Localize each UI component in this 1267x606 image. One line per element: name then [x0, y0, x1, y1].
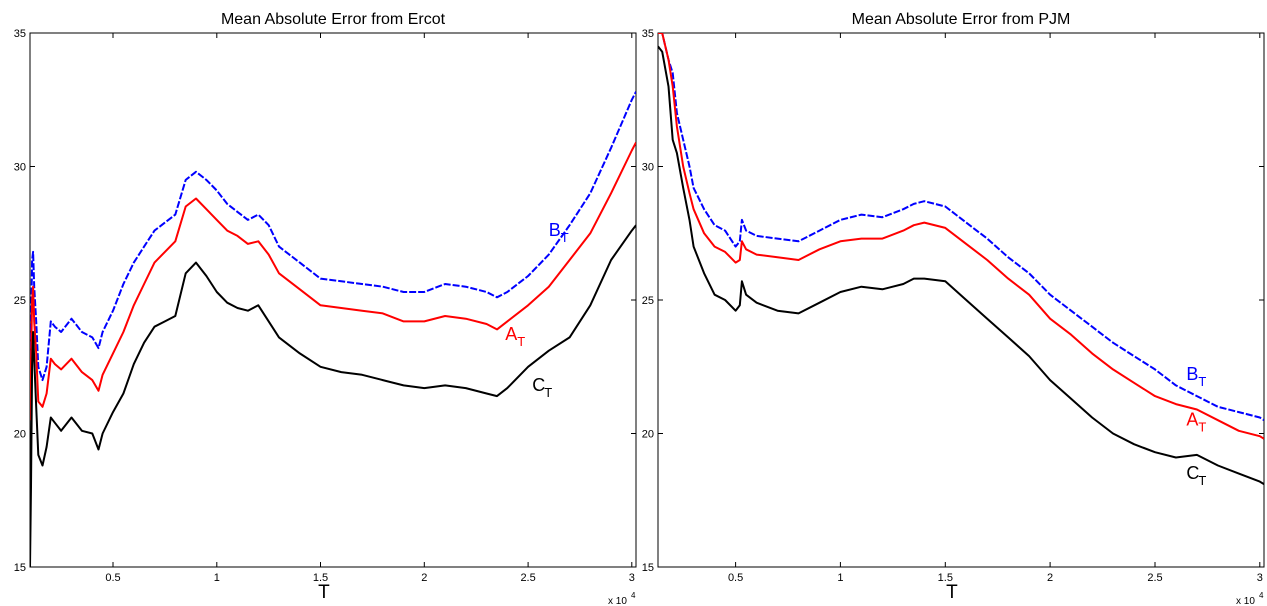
pjm-y-tick-label: 15: [642, 562, 654, 574]
ercot-series-a-label: A: [505, 324, 517, 344]
pjm-x-tick-label: 2.5: [1147, 572, 1162, 584]
ercot-plot-frame: [29, 32, 637, 568]
pjm-chart-title: Mean Absolute Error from PJM: [852, 11, 1071, 28]
pjm-x-axis-label: T: [946, 582, 958, 603]
pjm-series-b-label: B: [1186, 364, 1198, 384]
ercot-x-tick-label: 2.5: [520, 572, 535, 584]
ercot-y-tick-label: 35: [14, 28, 26, 40]
ercot-series-a-label-subscript: T: [517, 334, 525, 349]
ercot-x-tick-label: 0.5: [105, 572, 120, 584]
ercot-x-tick-label: 2: [421, 572, 427, 584]
pjm-plot-frame: [657, 32, 1265, 568]
pjm-series-a-label: A: [1186, 410, 1198, 430]
ercot-series-c-label: C: [532, 375, 545, 395]
ercot-y-tick-label: 20: [14, 429, 26, 441]
pjm-series-c-label: C: [1186, 463, 1199, 483]
ercot-series-c-label-subscript: T: [544, 385, 552, 400]
ercot-series-b-label-subscript: T: [561, 230, 569, 245]
ercot-x-multiplier: x 10: [608, 596, 627, 606]
ercot-series-a-line: [30, 142, 636, 421]
pjm-x-tick-label: 1: [837, 572, 843, 584]
ercot-y-tick-label: 30: [14, 162, 26, 174]
pjm-x-tick-label: 3: [1257, 572, 1263, 584]
pjm-x-multiplier-exponent: 4: [1259, 591, 1264, 600]
ercot-y-tick-label: 25: [14, 295, 26, 307]
ercot-x-tick-label: 1.5: [313, 572, 328, 584]
pjm-series-a-line: [658, 33, 1264, 440]
ercot-series-b-line: [30, 91, 636, 394]
pjm-x-tick-label: 2: [1047, 572, 1053, 584]
pjm-x-tick-label: 0.5: [728, 572, 743, 584]
pjm-y-tick-label: 25: [642, 295, 654, 307]
pjm-y-tick-label: 20: [642, 429, 654, 441]
ercot-y-tick-label: 15: [14, 562, 26, 574]
pjm-y-tick-label: 30: [642, 162, 654, 174]
pjm-series-a-label-subscript: T: [1198, 420, 1206, 435]
ercot-chart-title: Mean Absolute Error from Ercot: [221, 11, 446, 28]
ercot-series-c-line: [30, 224, 636, 567]
pjm-series-c-label-subscript: T: [1198, 473, 1206, 488]
pjm-x-tick-label: 1.5: [938, 572, 953, 584]
pjm-chart: Mean Absolute Error from PJM 15 20 25 30 35 0.…: [642, 11, 1265, 606]
ercot-x-axis-label: T: [318, 582, 330, 603]
ercot-x-tick-label: 1: [214, 572, 220, 584]
ercot-series-b-label: B: [549, 220, 561, 240]
pjm-series-c-line: [658, 45, 1264, 486]
ercot-chart: Mean Absolute Error from Ercot 15 20 25 30 35…: [14, 11, 637, 606]
ercot-x-tick-label: 3: [629, 572, 635, 584]
pjm-series-b-line: [658, 33, 1264, 422]
pjm-series-b-label-subscript: T: [1198, 374, 1206, 389]
pjm-y-tick-label: 35: [642, 28, 654, 40]
ercot-x-multiplier-exponent: 4: [631, 591, 636, 600]
pjm-x-multiplier: x 10: [1236, 596, 1255, 606]
